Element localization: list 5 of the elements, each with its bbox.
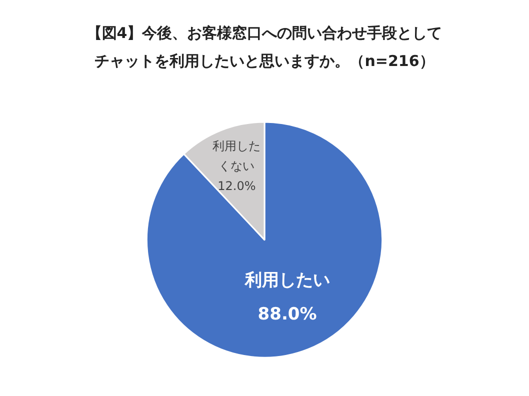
slice-label: 利用したくない (212, 139, 261, 174)
data-label: 88.0% (258, 304, 317, 324)
slice-label: 利用したい (244, 270, 330, 290)
chart-title: 【図4】今後、お客様窓口への問い合わせ手段としてチャットを利用したいと思いますか。（n=216） (86, 24, 442, 70)
data-label: 12.0% (218, 179, 256, 194)
